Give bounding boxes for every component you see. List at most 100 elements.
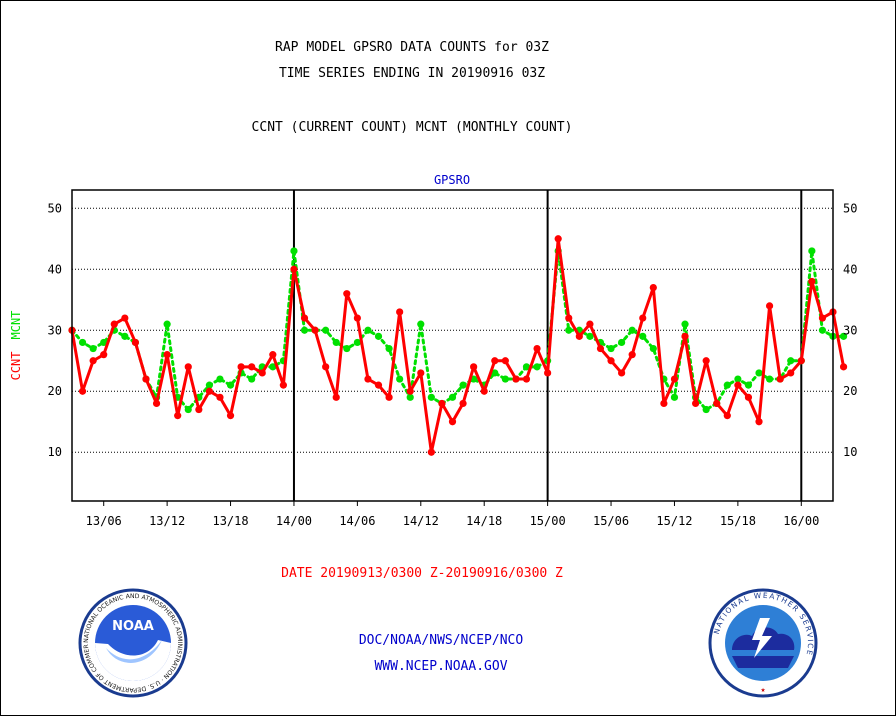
ccnt-point (628, 351, 636, 359)
y-tick-label-left-50: 50 (48, 201, 62, 215)
mcnt-point (205, 381, 214, 389)
ccnt-point (575, 332, 583, 340)
ccnt-point (205, 387, 214, 395)
mcnt-point (808, 247, 816, 255)
ccnt-point (512, 375, 520, 383)
mcnt-point (649, 344, 657, 353)
mcnt-point (607, 344, 615, 353)
ccnt-point (544, 369, 552, 377)
x-tick-label-14-12: 14/12 (403, 514, 439, 528)
ccnt-point (470, 363, 478, 371)
ccnt-point (660, 399, 668, 408)
ccnt-point (713, 399, 721, 408)
y-tick-label-right-10: 10 (843, 445, 857, 459)
ccnt-point (174, 412, 182, 420)
mcnt-point (618, 338, 626, 347)
x-tick-label-14-18: 14/18 (466, 514, 502, 528)
mcnt-point (121, 332, 129, 340)
mcnt-point (491, 369, 499, 377)
ccnt-point (765, 302, 774, 310)
mcnt-point (163, 320, 171, 328)
ccnt-point (480, 387, 488, 395)
y-tick-label-right-30: 30 (843, 323, 857, 337)
ccnt-point (808, 277, 816, 286)
mcnt-point (501, 375, 509, 383)
ccnt-point (681, 332, 689, 340)
ccnt-point (195, 405, 203, 414)
mcnt-point (374, 332, 383, 340)
x-tick-label-13-06: 13/06 (86, 514, 122, 528)
ccnt-point (839, 363, 848, 371)
mcnt-point (100, 338, 108, 347)
mcnt-point (522, 363, 531, 371)
title-line-1: RAP MODEL GPSRO DATA COUNTS for 03Z (275, 40, 549, 55)
mcnt-point (300, 326, 309, 334)
mcnt-point (89, 344, 97, 353)
ccnt-point (491, 357, 499, 365)
title-line-2: TIME SERIES ENDING IN 20190916 03Z (278, 66, 546, 81)
mcnt-point (839, 332, 848, 340)
ccnt-point (459, 399, 467, 408)
mcnt-point (184, 405, 192, 414)
ccnt-point (89, 357, 97, 365)
mcnt-point (332, 338, 340, 347)
ccnt-point (565, 314, 573, 322)
ccnt-point (364, 375, 372, 383)
mcnt-point (533, 363, 541, 371)
ccnt-point (311, 326, 319, 334)
mcnt-point (734, 375, 742, 383)
mcnt-point (702, 405, 710, 414)
mcnt-point (406, 393, 414, 401)
x-tick-label-15-06: 15/06 (593, 514, 629, 528)
org-label: DOC/NOAA/NWS/NCEP/NCO (358, 633, 524, 648)
mcnt-point (565, 326, 573, 334)
ccnt-point (152, 399, 161, 408)
ccnt-point (744, 393, 753, 401)
y-tick-label-right-40: 40 (843, 262, 857, 276)
ccnt-point (322, 363, 330, 371)
mcnt-point (765, 375, 774, 383)
ccnt-point (554, 235, 562, 243)
plot-frame (71, 189, 834, 502)
mcnt-point (364, 326, 372, 334)
website-link[interactable]: WWW.NCEP.NOAA.GOV (374, 659, 508, 674)
mcnt-point (290, 247, 298, 255)
ccnt-point (533, 344, 541, 353)
mcnt-point (417, 320, 425, 328)
x-tick-label-13-12: 13/12 (149, 514, 185, 528)
mcnt-point (216, 375, 224, 383)
ccnt-point (596, 344, 605, 353)
x-tick-label-14-00: 14/00 (276, 514, 312, 528)
ccnt-point (618, 369, 626, 377)
ccnt-point (131, 338, 140, 347)
ccnt-point (184, 363, 192, 371)
ccnt-point (797, 357, 805, 365)
y-tick-label-left-20: 20 (48, 384, 62, 398)
ccnt-point (300, 314, 309, 322)
ccnt-point (438, 399, 446, 408)
mcnt-point (723, 381, 731, 389)
mcnt-point (226, 381, 235, 389)
ccnt-point (670, 375, 679, 383)
y-axis-label-mcnt: MCNT (9, 311, 23, 340)
grid-layer (72, 190, 833, 501)
ccnt-point (237, 363, 245, 371)
ccnt-point (353, 314, 361, 322)
nws-logo: ★ NATIONAL WEATHER SERVICE (708, 588, 818, 698)
mcnt-point (322, 326, 330, 334)
mcnt-point (343, 344, 351, 353)
y-tick-label-right-50: 50 (843, 201, 857, 215)
ccnt-point (248, 363, 256, 371)
mcnt-point (818, 326, 827, 334)
ccnt-point (163, 351, 171, 359)
ccnt-point (332, 393, 340, 401)
ccnt-point (691, 399, 700, 408)
mcnt-point (639, 332, 647, 340)
ccnt-point (787, 369, 795, 377)
ccnt-point (216, 393, 224, 401)
ccnt-point (406, 387, 414, 395)
mcnt-point (396, 375, 404, 383)
mcnt-point (586, 332, 594, 340)
y-axis-label: CCNT MCNT (9, 311, 23, 381)
ccnt-point (522, 375, 531, 383)
